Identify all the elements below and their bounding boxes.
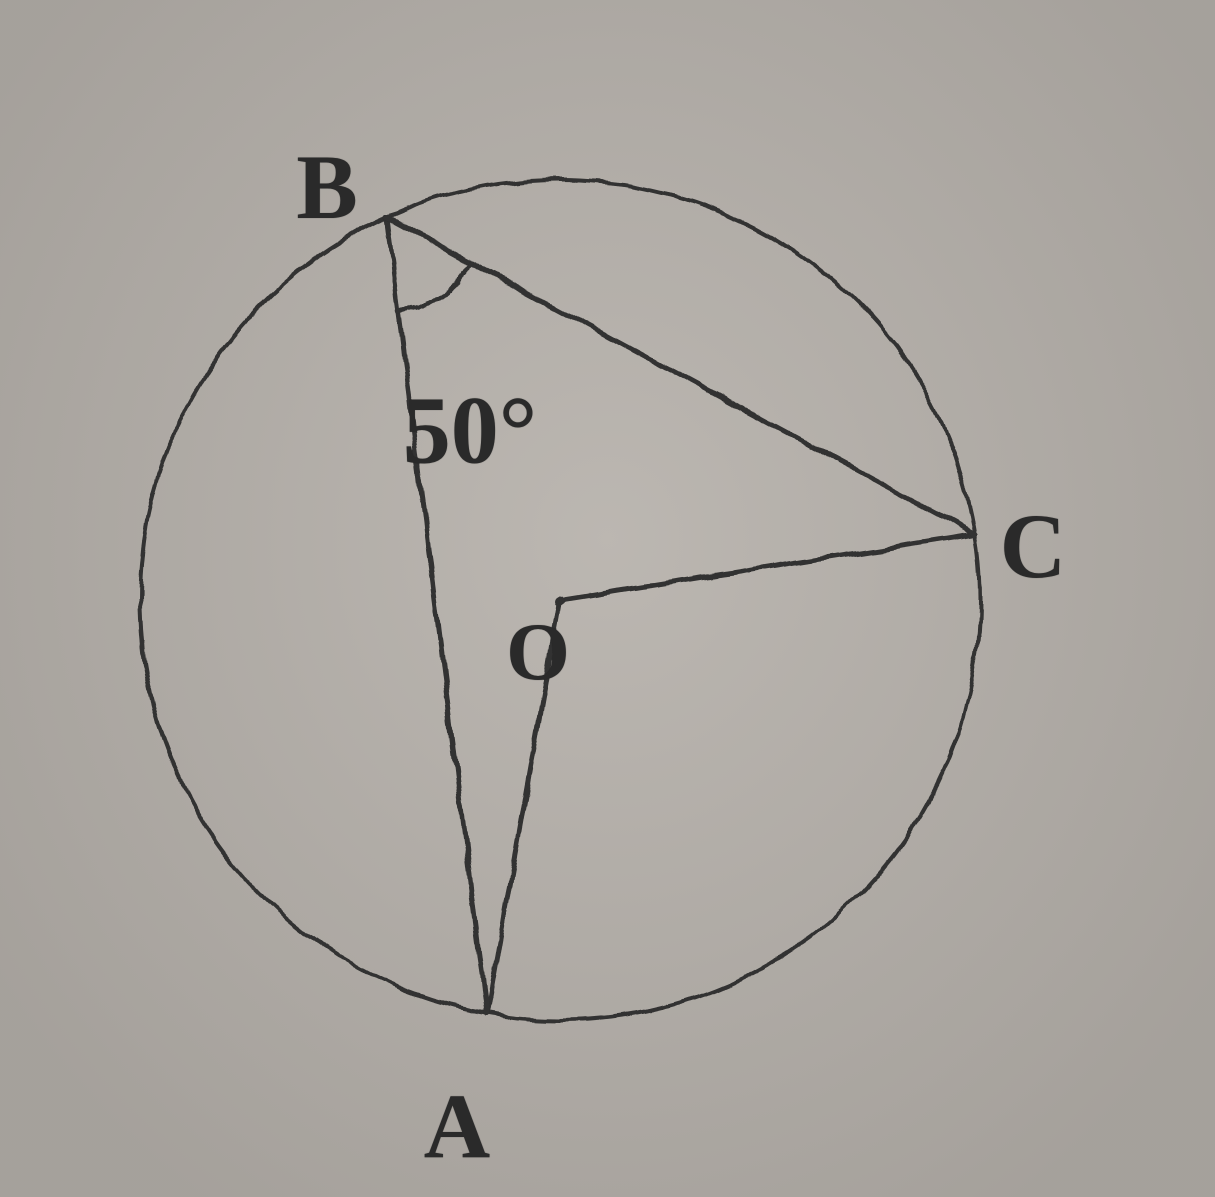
point-label-B: B [296, 134, 357, 240]
point-label-C: C [1000, 493, 1066, 599]
point-label-A: A [424, 1073, 490, 1179]
segment-AB [387, 217, 487, 1014]
angle-label: 50° [403, 375, 537, 486]
diagram-strokes [140, 180, 980, 1020]
center-dot [555, 595, 565, 605]
center-label-O: O [506, 605, 570, 699]
segment-OC [560, 534, 975, 600]
angle-arc [399, 262, 471, 311]
